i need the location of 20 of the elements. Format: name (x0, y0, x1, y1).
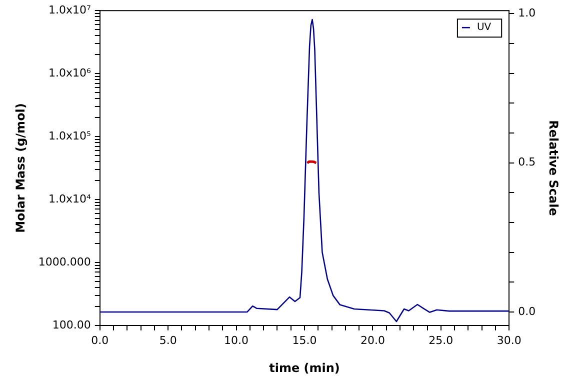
x-tick-label: 0.0 (91, 334, 109, 347)
y-tick-label: 100.00 (52, 318, 91, 332)
y-axis-title: Molar Mass (g/mol) (13, 103, 28, 233)
x-tick-label: 25.0 (428, 334, 454, 347)
y2-tick-label: 1.0 (518, 6, 536, 20)
legend-label: UV (476, 22, 492, 34)
y-tick-label: 1.0x10⁶ (48, 66, 92, 80)
x-axis-title: time (min) (269, 360, 340, 375)
x-tick-label: 20.0 (360, 334, 385, 347)
x-tick-label: 5.0 (159, 334, 177, 347)
y-tick-label: 1.0x10⁴ (48, 192, 92, 206)
y-tick-label: 1.0x10⁷ (48, 3, 91, 16)
y-tick-label: 1.0x10⁵ (48, 129, 91, 142)
x-tick-label: 30.0 (496, 334, 522, 347)
x-tick-label: 10.0 (224, 334, 249, 347)
y2-tick-label: 0.5 (518, 156, 536, 169)
y-tick-label: 1000.000 (38, 255, 91, 268)
y2-axis-title: Relative Scale (546, 120, 561, 216)
y2-tick-label: 0.0 (518, 304, 536, 318)
x-tick-label: 15.0 (292, 334, 317, 347)
